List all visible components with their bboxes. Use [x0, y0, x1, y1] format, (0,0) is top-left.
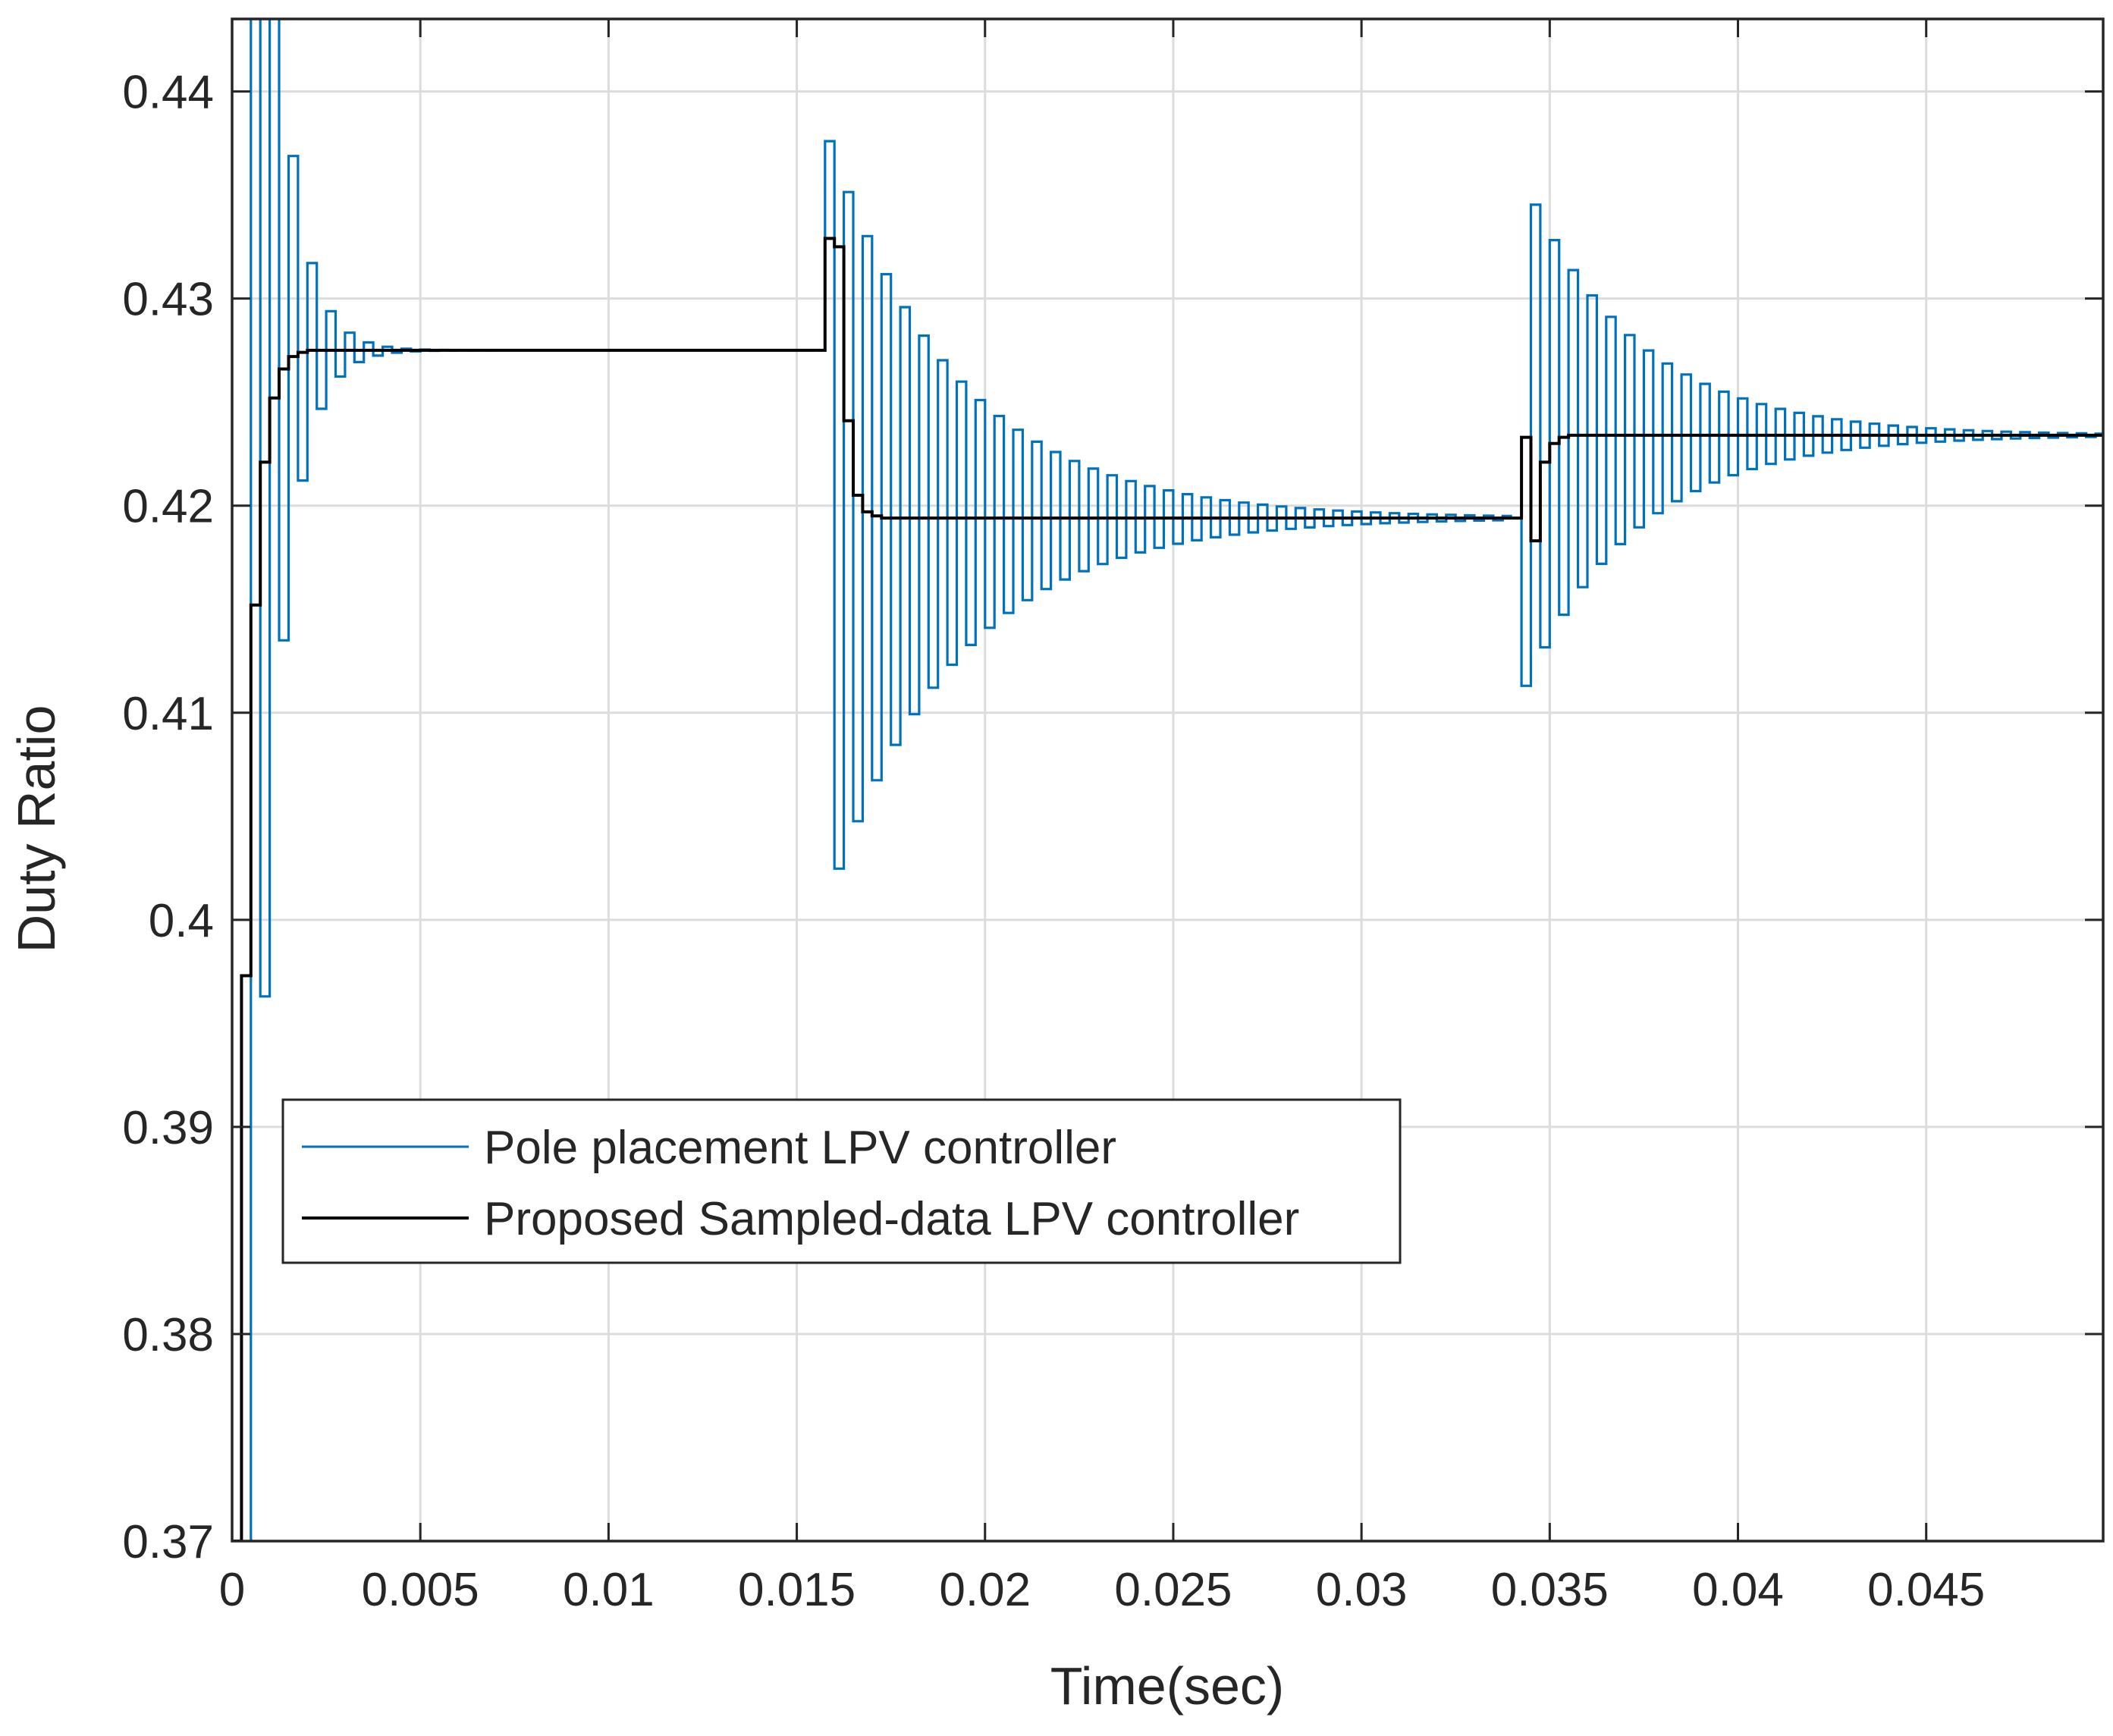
legend-label-sampled-data: Proposed Sampled-data LPV controller — [484, 1193, 1299, 1245]
legend-label-pole-placement: Pole placement LPV controller — [484, 1122, 1116, 1174]
y-tick-labels: 0.37 0.38 0.39 0.4 0.41 0.42 0.43 0.44 — [122, 67, 214, 1568]
y-tick-label: 0.4 — [149, 895, 214, 947]
x-tick-label: 0 — [219, 1564, 245, 1616]
sampled-data-segment-2 — [1512, 433, 2103, 543]
x-tick-label: 0.045 — [1867, 1564, 1985, 1616]
legend: Pole placement LPV controller Proposed S… — [281, 1098, 1402, 1264]
y-tick-label: 0.41 — [122, 688, 214, 740]
x-tick-label: 0.035 — [1491, 1564, 1609, 1616]
y-tick-label: 0.44 — [122, 67, 214, 119]
x-tick-label: 0.02 — [939, 1564, 1031, 1616]
plot-area — [232, 19, 2103, 1541]
sampled-data-segment-1 — [815, 237, 1512, 520]
series-layer — [232, 19, 2103, 1541]
y-tick-label: 0.42 — [122, 481, 214, 533]
ticks — [231, 19, 2103, 1543]
x-tick-label: 0.005 — [362, 1564, 479, 1616]
y-axis-label: Duty Ratio — [7, 705, 66, 953]
sampled-data-segment-0 — [232, 348, 816, 1541]
x-tick-label: 0.015 — [738, 1564, 856, 1616]
x-tick-label: 0.03 — [1316, 1564, 1408, 1616]
series-sampled-data — [232, 237, 2103, 1541]
x-tick-labels: 0 0.005 0.01 0.015 0.02 0.025 0.03 0.035 0.04 0.0… — [219, 1564, 1986, 1616]
x-tick-label: 0.04 — [1692, 1564, 1784, 1616]
x-tick-label: 0.01 — [563, 1564, 655, 1616]
legend-box — [281, 1098, 1402, 1264]
pole-placement-segment-2 — [1512, 203, 2103, 687]
y-tick-label: 0.38 — [122, 1309, 214, 1361]
x-tick-label: 0.025 — [1114, 1564, 1232, 1616]
x-axis-label: Time(sec) — [1050, 1656, 1285, 1716]
y-tick-label: 0.39 — [122, 1102, 214, 1154]
plot-frame — [231, 17, 2105, 1543]
y-tick-label: 0.43 — [122, 274, 214, 326]
y-tick-label: 0.37 — [122, 1516, 214, 1568]
